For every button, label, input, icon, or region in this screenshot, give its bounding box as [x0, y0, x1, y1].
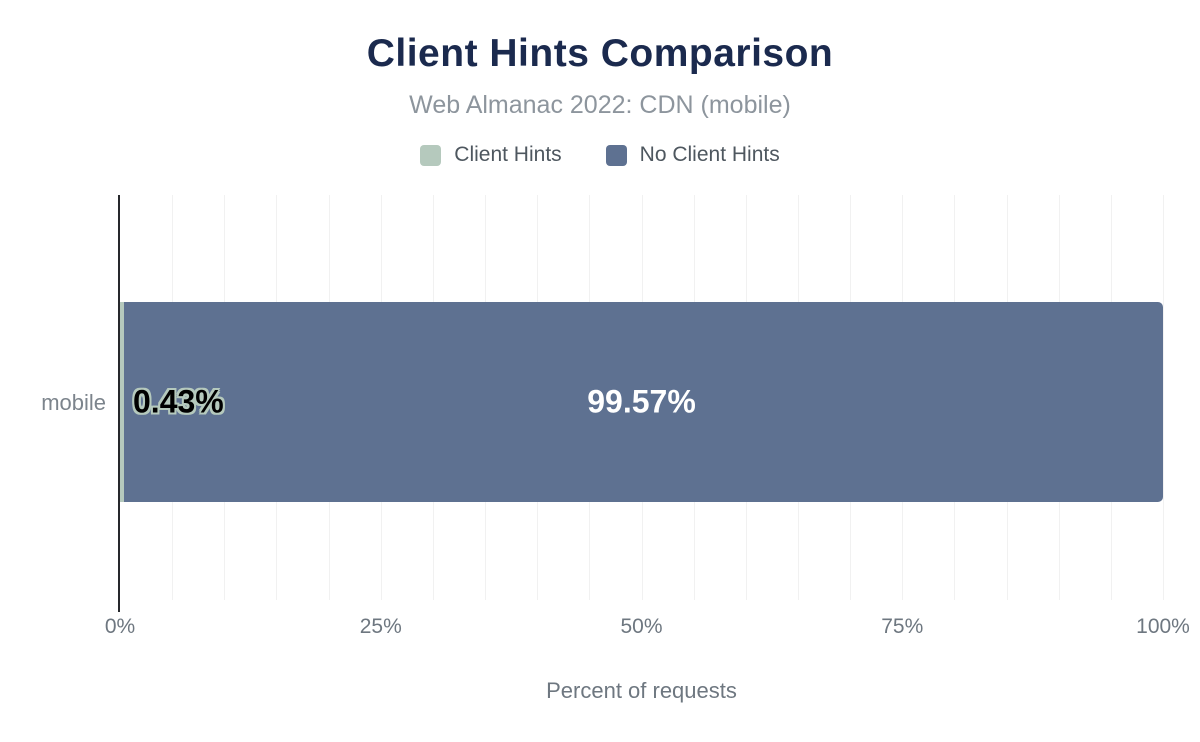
legend-item-no-client-hints[interactable]: No Client Hints	[605, 143, 780, 167]
bar-segment-client-hints[interactable]	[120, 302, 125, 502]
x-axis-ticks: 0% 25% 50% 75% 100%	[105, 615, 1190, 645]
bar-mobile: 0.43% 99.57%	[120, 302, 1163, 502]
x-tick-50: 50%	[620, 615, 663, 638]
value-label-no-client-hints: 99.57%	[587, 383, 696, 420]
legend-swatch-no-client-hints-icon	[605, 144, 627, 166]
plot-area: 0.43% 99.57% 0% 25% 50% 75% 100%	[105, 195, 1190, 638]
x-tick-100: 100%	[1136, 615, 1190, 638]
bar-segment-no-client-hints[interactable]	[124, 302, 1163, 502]
legend-label-client-hints: Client Hints	[454, 143, 562, 166]
legend: Client Hints No Client Hints	[0, 143, 1200, 167]
x-tick-0: 0%	[104, 615, 136, 638]
value-label-client-hints: 0.43%	[133, 383, 224, 420]
chart-subtitle: Web Almanac 2022: CDN (mobile)	[409, 91, 791, 119]
y-axis-line	[118, 195, 120, 612]
x-axis-title: Percent of requests	[546, 678, 737, 703]
legend-swatch-client-hints-icon	[420, 144, 442, 166]
legend-item-client-hints[interactable]: Client Hints	[420, 143, 562, 167]
chart-title: Client Hints Comparison	[366, 32, 834, 75]
legend-label-no-client-hints: No Client Hints	[639, 143, 780, 166]
x-tick-25: 25%	[359, 615, 402, 638]
x-tick-75: 75%	[881, 615, 924, 638]
category-label-mobile: mobile	[41, 390, 106, 415]
